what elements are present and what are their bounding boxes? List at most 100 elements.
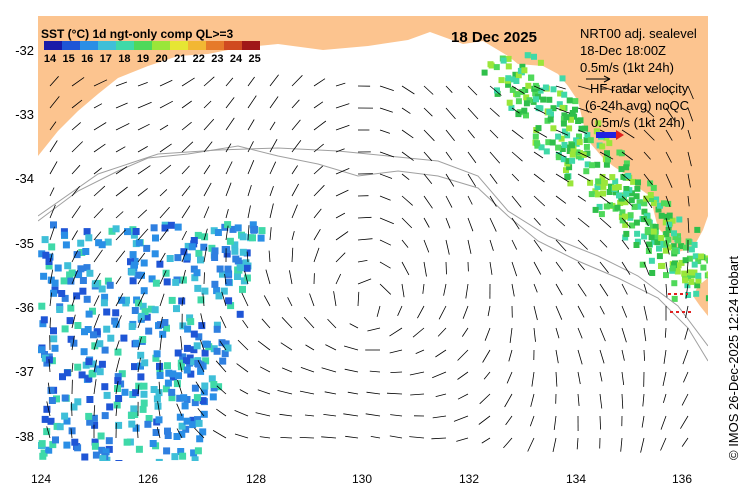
sst-pixel [81,453,89,461]
current-arrow [577,217,590,228]
sst-pixel [221,350,229,358]
sst-pixel [572,98,579,105]
sst-pixel [223,246,231,254]
sst-pixel [188,243,196,251]
sst-pixel [39,320,47,328]
sst-pixel [505,63,512,70]
sst-pixel [145,415,153,422]
current-arrow [489,129,499,139]
current-arrow [177,379,183,395]
current-arrow [71,99,83,109]
current-arrow [643,239,651,254]
sst-pixel [505,81,512,88]
sst-pixel [675,237,682,244]
current-arrow [234,410,249,417]
current-arrow [203,118,215,131]
current-arrow [246,251,249,263]
current-arrow [159,270,167,285]
current-arrow [533,107,546,114]
sst-pixel [223,250,231,258]
current-arrow [335,252,346,263]
sst-pixel [612,184,618,191]
current-arrow [576,437,579,450]
sst-pixel [633,242,640,248]
sst-pixel [517,67,524,74]
sst-pixel [96,340,104,348]
sst-pixel [85,234,93,242]
sst-pixel [665,236,672,243]
sst-pixel [654,239,661,246]
sst-pixel [80,348,88,356]
current-arrow [687,173,691,188]
map-canvas[interactable] [38,16,708,461]
current-arrow [335,82,346,87]
sst-pixel [574,149,581,156]
current-arrow [71,141,83,153]
sst-pixel [595,120,602,127]
sst-pixel [63,417,71,425]
sst-pixel [213,347,221,355]
current-arrow [194,427,205,439]
sst-pixel [505,75,512,82]
sst-pixel [179,322,187,330]
sst-pixel [229,225,237,233]
sst-pixel [200,243,208,251]
sst-pixel [650,200,657,206]
current-arrow [481,437,491,444]
sst-pixel [589,162,595,169]
sst-pixel [199,397,207,405]
current-arrow [529,415,535,427]
current-arrow [423,173,433,185]
sst-pixel [226,237,234,245]
current-arrow [115,404,118,417]
y-tick: -38 [15,429,34,444]
sst-pixel [66,317,74,325]
current-arrow [379,129,391,134]
sst-pixel [532,82,539,89]
current-arrow [257,389,271,395]
sst-pixel [210,227,218,235]
current-arrow [220,316,227,329]
current-arrow [423,217,430,228]
sst-pixel [191,384,199,392]
current-arrow [489,195,497,207]
sst-pixel [153,395,161,403]
current-arrow [389,349,403,354]
current-arrow [681,393,689,406]
sst-pixel [657,202,663,209]
current-arrow [555,305,563,320]
current-arrow [181,77,195,87]
sst-pixel [161,224,169,232]
sst-pixel [700,264,707,271]
current-arrow [506,371,513,384]
current-arrow [665,239,670,255]
sst-pixel [41,415,49,423]
current-arrow [423,239,430,253]
sst-pixel [508,76,515,83]
sst-pixel [182,425,190,433]
sst-pixel [86,396,94,403]
current-arrow [181,205,191,219]
sst-pixel [671,230,677,237]
sst-pixel [47,276,55,284]
current-arrow [136,423,139,439]
current-arrow [555,371,558,387]
sst-pixel [201,382,209,390]
map-panel[interactable] [38,16,708,461]
current-arrow [203,76,215,87]
sst-pixel [698,253,705,260]
sst-pixel [219,270,226,278]
sst-pixel [99,455,107,461]
y-tick: -32 [15,43,34,58]
colorbar-swatch [242,41,260,50]
current-arrow [327,318,337,329]
sst-pixel [628,190,635,197]
current-arrow [423,129,435,142]
current-arrow [71,250,79,263]
sst-pixel [91,421,99,429]
current-arrow [304,414,315,417]
sst-pixel [176,394,184,402]
current-arrow [305,344,315,351]
current-arrow [71,230,78,241]
current-arrow [461,327,469,337]
